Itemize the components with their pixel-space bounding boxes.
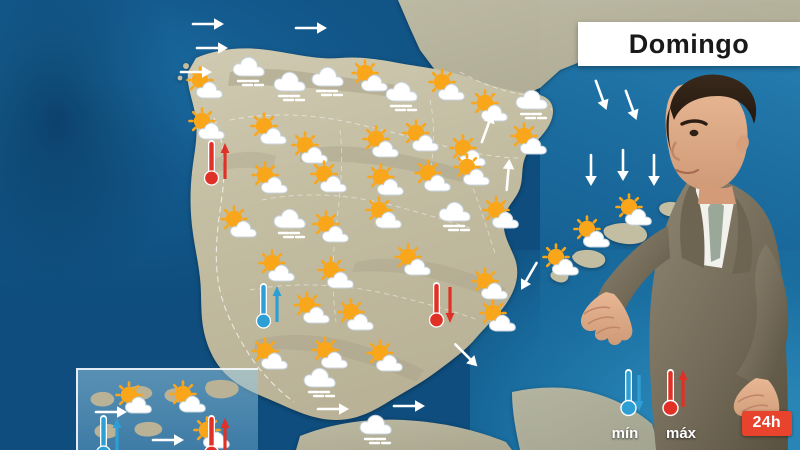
legend-icons xyxy=(598,365,708,424)
thermometer-red-icon xyxy=(427,279,459,331)
weather-presenter xyxy=(570,58,800,450)
wind-arrow-icon xyxy=(94,404,128,420)
wind-arrow-icon xyxy=(618,86,645,123)
legend-min-label: mín xyxy=(611,425,639,442)
wind-arrow-icon xyxy=(499,157,518,192)
temperature-legend: mín máx xyxy=(598,365,708,442)
day-banner: Domingo xyxy=(578,22,800,66)
wind-arrow-icon xyxy=(392,398,426,414)
thermometer-red-icon xyxy=(202,137,234,189)
day-label: Domingo xyxy=(628,28,750,59)
thermometer-red-icon xyxy=(202,412,234,450)
wind-arrow-icon xyxy=(588,76,615,113)
thermometer-blue-icon xyxy=(254,280,286,332)
wind-arrow-icon xyxy=(179,64,213,80)
hour-badge[interactable]: 24h xyxy=(741,411,792,436)
wind-arrow-icon xyxy=(294,20,328,36)
wind-arrow-icon xyxy=(474,109,501,146)
wind-arrow-icon xyxy=(316,401,350,417)
sea-deep-region xyxy=(0,0,190,300)
thermometer-red-icon xyxy=(662,365,690,424)
thermometer-blue-icon xyxy=(616,365,644,424)
legend-max-label: máx xyxy=(665,425,697,442)
legend-labels: mín máx xyxy=(598,425,708,442)
wind-arrow-icon xyxy=(615,148,631,182)
wind-arrow-icon xyxy=(646,153,662,187)
wind-arrow-icon xyxy=(448,337,483,372)
wind-arrow-icon xyxy=(514,257,545,294)
wind-arrow-icon xyxy=(191,16,225,32)
wind-arrow-icon xyxy=(583,153,599,187)
wind-arrow-icon xyxy=(151,432,185,448)
thermometer-blue-icon xyxy=(94,412,126,450)
wind-arrow-icon xyxy=(195,40,229,56)
